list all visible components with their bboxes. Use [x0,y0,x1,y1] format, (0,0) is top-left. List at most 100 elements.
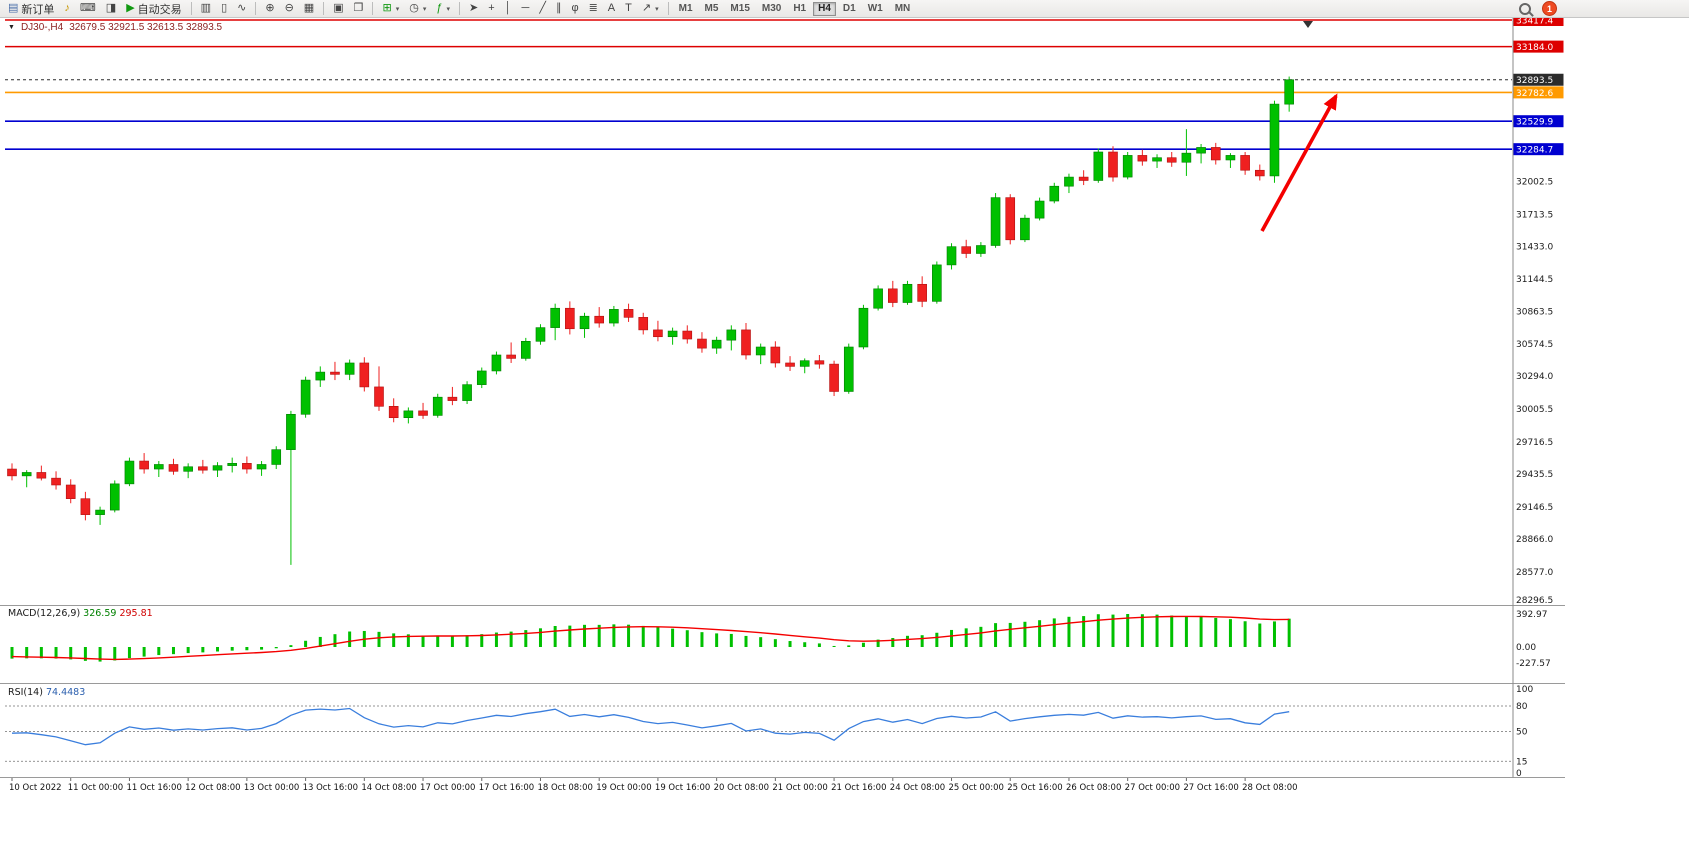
svg-text:25 Oct 00:00: 25 Oct 00:00 [949,783,1004,793]
timeframe-w1-button[interactable]: W1 [863,2,888,16]
svg-text:28 Oct 08:00: 28 Oct 08:00 [1242,783,1297,793]
arrow-tools-icon: ↗ [641,2,652,14]
text-tool-button[interactable]: A [604,1,619,16]
svg-text:24 Oct 08:00: 24 Oct 08:00 [890,783,945,793]
horizontal-line-tool-button[interactable]: ─ [518,1,534,16]
chart-symbol-period: DJ30-,H4 [20,22,64,33]
equidistant-channel-icon: ∥ [555,2,562,14]
toolbar-separator [667,2,669,15]
svg-text:28866.0: 28866.0 [1516,535,1553,545]
svg-text:26 Oct 08:00: 26 Oct 08:00 [1066,783,1121,793]
annotation-arrow[interactable] [1260,93,1338,232]
svg-text:32002.5: 32002.5 [1516,177,1553,187]
svg-text:15: 15 [1516,757,1527,767]
dropdown-caret-icon: ▾ [422,5,427,13]
line-chart-button[interactable]: ∿ [233,1,250,16]
svg-text:19 Oct 16:00: 19 Oct 16:00 [655,783,710,793]
fibonacci-tool-button[interactable]: φ [567,1,582,16]
cursor-tool-button[interactable]: ➤ [465,1,482,16]
svg-text:28296.5: 28296.5 [1516,596,1553,606]
svg-text:25 Oct 16:00: 25 Oct 16:00 [1007,783,1062,793]
toolbar-separator [323,2,325,15]
svg-text:30574.5: 30574.5 [1516,340,1553,350]
svg-text:30294.0: 30294.0 [1516,372,1553,382]
new-chart-icon: ⊞ [382,2,392,14]
crosshair-tool-button[interactable]: + [484,1,498,16]
tile-windows-button[interactable]: ▦ [300,1,318,16]
toolbar-separator [255,2,257,15]
chart-shift-marker[interactable] [1303,21,1313,28]
svg-text:10 Oct 2022: 10 Oct 2022 [9,783,62,793]
timeframe-m5-button[interactable]: M5 [700,2,724,16]
indicators-button[interactable]: ƒ ▾ [432,1,454,16]
trendline-tool-button[interactable]: ╱ [535,1,550,16]
price-chart[interactable]: 32002.5 31713.5 31433.0 31144.5 30863.5 30574… [0,18,1565,798]
print-button[interactable]: ⌨ [76,1,100,16]
svg-text:50: 50 [1516,728,1528,738]
macd-label: MACD(12,26,9) 326.59 295.81 [8,608,153,619]
time-axis: 10 Oct 2022 11 Oct 00:00 11 Oct 16:00 12 Oc… [9,778,1298,793]
price-axis: 32002.5 31713.5 31433.0 31144.5 30863.5 30574… [1516,177,1553,606]
svg-text:21 Oct 16:00: 21 Oct 16:00 [831,783,886,793]
toolbar-separator [372,2,374,15]
crosshair-icon: + [488,2,495,14]
zoom-out-button[interactable]: ⊖ [281,1,298,16]
timeframe-m15-button[interactable]: M15 [725,2,754,16]
data-window-button[interactable]: ◨ [102,1,120,16]
svg-text:31713.5: 31713.5 [1516,210,1553,220]
svg-text:18 Oct 08:00: 18 Oct 08:00 [537,783,592,793]
line-chart-icon: ∿ [237,2,247,14]
new-order-button[interactable]: ▤ 新订单 [4,1,58,16]
svg-text:28577.0: 28577.0 [1516,568,1553,578]
vertical-line-tool-button[interactable]: │ [501,1,516,16]
auto-trading-button[interactable]: ▶ 自动交易 [122,1,185,16]
timeframe-h1-button[interactable]: H1 [788,2,811,16]
candles-chart-icon: ▯ [221,2,228,14]
profiles-button[interactable]: ◷ ▾ [405,1,430,16]
svg-text:12 Oct 08:00: 12 Oct 08:00 [185,783,240,793]
timeframe-h4-button[interactable]: H4 [813,1,836,16]
chart-ohlc-readout: 32679.5 32921.5 32613.5 32893.5 [69,22,223,33]
notification-badge[interactable]: 1 [1542,1,1557,16]
candlestick-chart-button[interactable]: ▯ [217,1,231,16]
svg-text:13 Oct 16:00: 13 Oct 16:00 [303,783,358,793]
zoom-in-button[interactable]: ⊕ [261,1,278,16]
new-chart-button[interactable]: ⊞ ▾ [378,1,403,16]
svg-text:19 Oct 00:00: 19 Oct 00:00 [596,783,651,793]
timeframe-d1-button[interactable]: D1 [838,2,861,16]
alerts-button[interactable]: ♪ [60,1,74,16]
svg-text:33417.4: 33417.4 [1516,18,1553,27]
arrow-tools-button[interactable]: ↗ ▾ [638,1,663,16]
toolbar-separator [458,2,460,15]
cascade-windows-button[interactable]: ❐ [350,1,368,16]
toolbar-right-group: 1 [1514,1,1557,16]
text-label-tool-button[interactable]: T [621,1,636,16]
svg-text:392.97: 392.97 [1516,610,1548,620]
macd-signal-line [11,615,1290,661]
timeframe-mn-button[interactable]: MN [890,2,916,16]
indicators-icon: ƒ [436,2,443,14]
candles [7,76,1294,565]
toolbar-separator [190,2,192,15]
search-button[interactable] [1515,1,1535,16]
timeframe-m1-button[interactable]: M1 [674,2,698,16]
svg-text:31144.5: 31144.5 [1516,275,1553,285]
svg-text:13 Oct 00:00: 13 Oct 00:00 [244,783,299,793]
dropdown-caret-icon: ▾ [446,5,450,13]
cascade-windows-icon: ❐ [353,2,364,14]
horn-icon: ♪ [64,2,70,14]
timeframe-m30-button[interactable]: M30 [757,2,786,16]
chart-menu-caret-icon[interactable]: ▼ [8,24,15,31]
svg-text:0: 0 [1516,769,1522,779]
dropdown-caret-icon: ▾ [395,5,400,13]
grid-button[interactable]: ≣ [585,1,602,16]
toolbar: ▤ 新订单 ♪ ⌨ ◨ ▶ 自动交易 ▥ ▯ ∿ ⊕ ⊖ ▦ ▣ ❐ ⊞ ▾ ◷ ▾… [0,0,1689,18]
tile-windows-icon: ▦ [303,2,315,14]
level-lines[interactable] [5,19,1512,150]
channel-tool-button[interactable]: ∥ [552,1,566,16]
bars-chart-icon: ▥ [200,2,212,14]
arrange-windows-button[interactable]: ▣ [329,1,347,16]
trendline-icon: ╱ [539,2,546,14]
bar-chart-button[interactable]: ▥ [197,1,215,16]
svg-text:20 Oct 08:00: 20 Oct 08:00 [714,783,769,793]
